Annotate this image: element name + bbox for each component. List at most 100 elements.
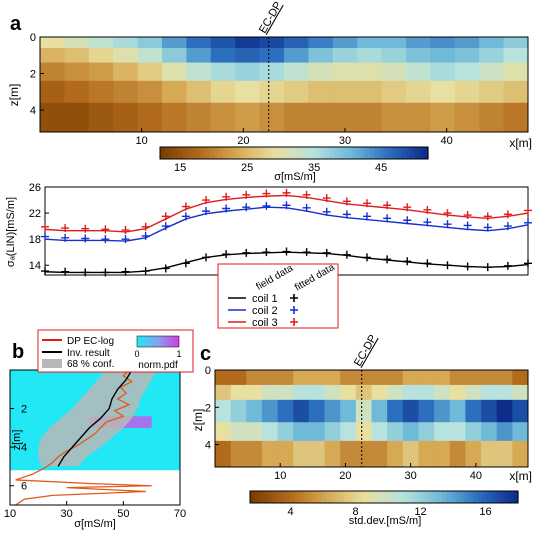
heat-cell [357, 102, 383, 132]
panel-c-colorbar-segment [294, 491, 300, 503]
panel-c-colorbar-segment [415, 491, 421, 503]
panel-b-x-tick-label: 50 [117, 508, 129, 520]
panel-a-colorbar-segment [387, 147, 393, 159]
heat-cell [235, 80, 261, 104]
panel-a-colorbar-segment [271, 147, 277, 159]
panel-c-colorbar-segment [500, 491, 506, 503]
panel-a-colorbar-segment [160, 147, 166, 159]
coil-1-field-point [403, 257, 412, 266]
heat-cell [496, 399, 513, 423]
heat-cell [162, 37, 187, 49]
heat-cell [137, 102, 163, 132]
panel-c-colorbar [249, 490, 519, 504]
coil-1-field-point [202, 253, 210, 262]
heat-cell [465, 422, 482, 442]
panel-a-colorbar-segment [213, 147, 219, 159]
panel-c-colorbar-segment [401, 491, 407, 503]
panel-a-colorbar-segment [258, 147, 264, 159]
coil-2-field-point [524, 218, 532, 227]
heat-cell [479, 37, 505, 49]
legend-coil-2-label: coil 2 [252, 305, 278, 317]
panel-c-colorbar-segment [379, 491, 385, 503]
heat-cell [308, 62, 334, 82]
heat-cell [387, 440, 404, 467]
panel-c-colorbar-tick-label: 8 [353, 506, 359, 518]
heat-cell [503, 47, 528, 64]
panel-c-colorbar-segment [406, 491, 412, 503]
panel-a-colorbar-segment [347, 147, 353, 159]
panel-c-colorbar-segment [348, 491, 354, 503]
coil-2-field-point [342, 210, 351, 219]
coil-2-field-point [463, 221, 472, 230]
coil-1-field-point [242, 248, 251, 257]
panel-b-x-axis-label: σ[mS/m] [74, 518, 116, 530]
heat-cell [324, 384, 341, 401]
heat-cell [357, 37, 383, 49]
panel-a-coil-plot: 14 18 22 26 σₐ(LIN)[mS/m] field data fitted… [5, 182, 532, 329]
panel-a-colorbar-segment [356, 147, 362, 159]
coil-1-field-point [262, 248, 271, 257]
heat-cell [113, 80, 139, 104]
coil-2-field-point [41, 232, 49, 241]
heat-cell [40, 102, 65, 132]
heat-cell [402, 370, 420, 386]
panel-b-y-tick-label: 2 [21, 404, 27, 416]
panel-a-x-axis-label: x[m] [509, 136, 532, 150]
legend-coil-3-label: coil 3 [252, 317, 278, 329]
heat-cell [381, 37, 407, 49]
panel-a-colorbar-tick-label: 15 [174, 162, 186, 174]
panel-c-colorbar-segment [263, 491, 269, 503]
panel-c-y-ticks: 0 2 4 [205, 365, 219, 452]
heat-cell [284, 62, 309, 82]
coil-3-field-point [242, 190, 251, 199]
heat-cell [355, 399, 373, 423]
heat-cell [215, 422, 232, 442]
panel-c-colorbar-segment [375, 491, 381, 503]
heat-cell [430, 47, 456, 64]
panel-a-colorbar-frame [159, 146, 429, 160]
coil-3-field-point [443, 209, 452, 218]
panel-c-colorbar-segment [272, 491, 278, 503]
heat-cell [186, 62, 212, 82]
heat-cell [324, 370, 341, 386]
panel-c-ec-dp-label: EC-DP [352, 333, 380, 369]
panel-a-colorbar-segment [369, 147, 375, 159]
heat-cell [512, 422, 528, 442]
heat-cell [340, 422, 357, 442]
coil-1-field-point [121, 267, 130, 276]
heat-cell [210, 102, 236, 132]
panel-a-colorbar-segment [298, 147, 304, 159]
heat-cell [277, 384, 294, 401]
heat-cell [324, 399, 341, 423]
panel-c-colorbar-segment [352, 491, 358, 503]
panel-a-colorbar-segment [378, 147, 384, 159]
panel-c-colorbar-segment [250, 491, 256, 503]
panel-a-colorbar-segment [352, 147, 358, 159]
panel-a-y-tick-label: 2 [30, 69, 36, 81]
heat-cell [454, 37, 480, 49]
coil-3-field-point [302, 190, 311, 199]
heat-cell [324, 440, 341, 467]
panel-c-colorbar-segment [370, 491, 376, 503]
panel-c-colorbar-segment [504, 491, 510, 503]
heat-cell [371, 384, 388, 401]
panel-a-colorbar-segment [329, 147, 335, 159]
heat-cell [355, 422, 373, 442]
heat-cell [259, 80, 285, 104]
heat-cell [512, 399, 528, 423]
heat-cell [434, 422, 451, 442]
heat-cell [406, 80, 431, 104]
coil-2-field-point [503, 222, 512, 231]
coil-plot-series [41, 188, 532, 277]
coil-2-field-point [61, 233, 70, 242]
coil-3-field-point [282, 188, 291, 197]
heat-cell [418, 440, 435, 467]
heat-cell [215, 399, 232, 423]
legend-conf-swatch [42, 359, 62, 368]
heat-cell [503, 102, 528, 132]
heat-cell [324, 422, 341, 442]
legend-coil-2-marker [290, 306, 298, 314]
panel-c-colorbar-segment [424, 491, 430, 503]
